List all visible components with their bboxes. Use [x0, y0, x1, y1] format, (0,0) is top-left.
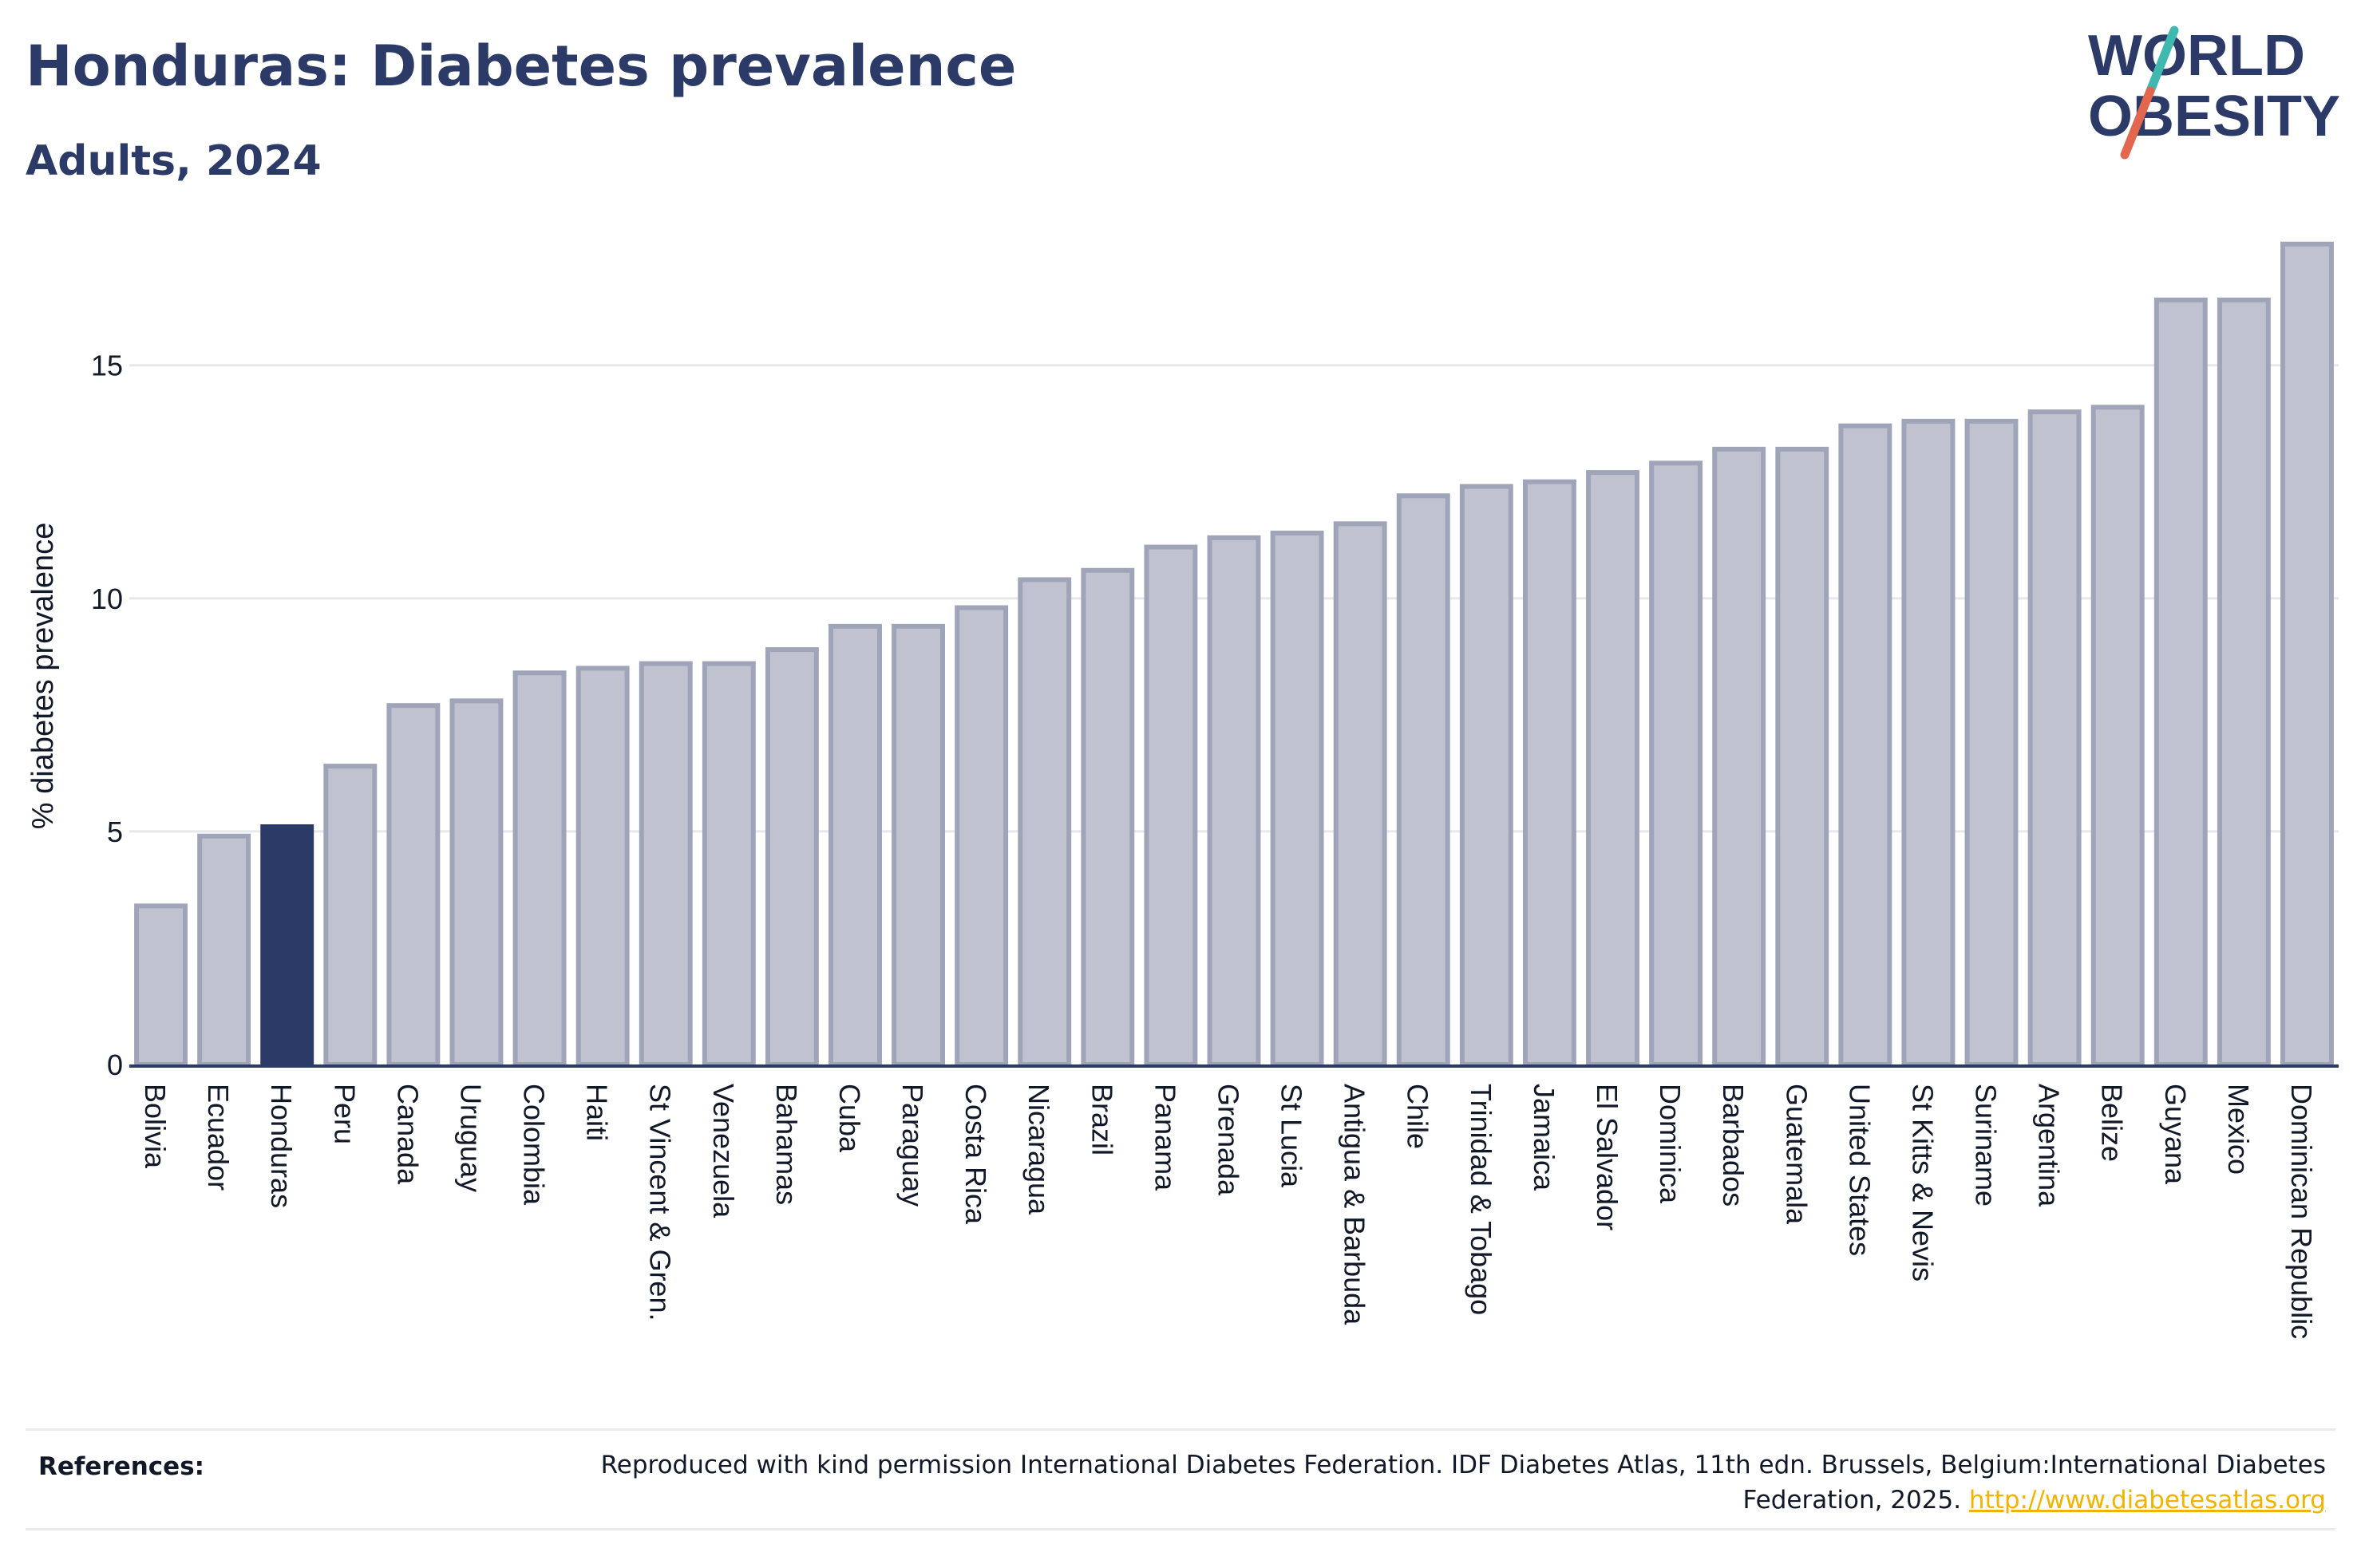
x-tick-label: Belize [2096, 1084, 2129, 1162]
bar-st-kitts-nevis [1901, 418, 1956, 1067]
bar-ecuador [197, 833, 251, 1068]
x-tick-label: Chile [1402, 1084, 1434, 1149]
references-divider-top [26, 1428, 2335, 1431]
bar-brazil [1081, 567, 1135, 1067]
bar-grenada [1207, 535, 1261, 1067]
x-tick-label: Uruguay [454, 1084, 487, 1192]
bar-chart: 0 5 10 15 Bolivia Ecuador Honduras Peru Canada Ur… [26, 241, 2339, 1339]
y-tick-label: 15 [91, 350, 123, 382]
bar-colombia [512, 670, 567, 1067]
x-tick-label: Panama [1149, 1084, 1181, 1191]
references-text: Reproduced with kind permission Internat… [570, 1448, 2326, 1518]
x-tick-label: Trinidad & Tobago [1465, 1084, 1497, 1315]
x-tick-label: Argentina [2033, 1084, 2066, 1207]
x-tick-label: Bolivia [139, 1084, 172, 1169]
x-tick-label: Venezuela [707, 1084, 740, 1218]
x-tick-label: St Vincent & Gren. [644, 1084, 677, 1321]
y-tick-label: 10 [91, 583, 123, 615]
bar-antigua-barbuda [1333, 521, 1387, 1067]
x-tick-label: Guatemala [1780, 1084, 1813, 1225]
x-tick-label: St Kitts & Nevis [1906, 1084, 1939, 1282]
bar-peru [323, 764, 378, 1067]
bar-panama [1144, 544, 1198, 1067]
bar-st-lucia [1270, 531, 1324, 1067]
x-tick-label: Jamaica [1528, 1084, 1560, 1191]
labels-layer: 0 5 10 15 Bolivia Ecuador Honduras Peru Canada Ur… [91, 350, 2318, 1339]
x-tick-label: Ecuador [202, 1084, 235, 1191]
bar-venezuela [702, 661, 756, 1067]
x-tick-label: Bahamas [770, 1084, 803, 1205]
references-link[interactable]: http://www.diabetesatlas.org [1968, 1486, 2326, 1515]
x-tick-label: Dominican Republic [2285, 1084, 2318, 1339]
bar-guyana [2153, 297, 2208, 1068]
x-tick-label: Costa Rica [959, 1084, 992, 1225]
bar-dominican-republic [2280, 241, 2334, 1067]
x-tick-label: Antigua & Barbuda [1339, 1084, 1371, 1325]
x-tick-label: Paraguay [896, 1084, 929, 1207]
bar-chile [1396, 493, 1450, 1067]
x-tick-label: United States [1843, 1084, 1876, 1256]
x-tick-label: Nicaragua [1022, 1084, 1055, 1215]
x-tick-label: El Salvador [1591, 1084, 1623, 1230]
x-tick-label: St Lucia [1275, 1084, 1308, 1188]
bar-st-vincent-gren- [639, 661, 693, 1067]
y-tick-label: 0 [107, 1049, 123, 1081]
bar-cuba [829, 623, 882, 1067]
bar-trinidad-tobago [1459, 484, 1513, 1067]
x-tick-label: Mexico [2222, 1084, 2255, 1175]
references-citation: Reproduced with kind permission Internat… [600, 1451, 2326, 1515]
x-tick-label: Brazil [1086, 1084, 1118, 1155]
bar-bolivia [134, 903, 188, 1068]
bar-uruguay [449, 698, 504, 1067]
bar-jamaica [1522, 479, 1576, 1067]
bar-costa-rica [955, 605, 1009, 1067]
bar-el-salvador [1586, 470, 1639, 1067]
chart-subtitle: Adults, 2024 [26, 137, 322, 185]
logo-line1: WORLD [2088, 24, 2305, 88]
x-tick-label: Honduras [265, 1084, 298, 1208]
bar-paraguay [892, 623, 946, 1067]
y-tick-label: 5 [107, 816, 123, 848]
x-tick-label: Colombia [518, 1084, 551, 1206]
logo-slash-top [2145, 26, 2179, 96]
bar-canada [386, 703, 441, 1067]
x-tick-label: Peru [328, 1084, 361, 1144]
bar-barbados [1712, 446, 1766, 1067]
logo-slash-bottom [2120, 86, 2155, 160]
x-tick-label: Grenada [1212, 1084, 1244, 1196]
x-tick-label: Dominica [1654, 1084, 1687, 1204]
x-tick-label: Barbados [1717, 1084, 1750, 1207]
references-label: References: [38, 1452, 205, 1481]
bars-layer [134, 241, 2334, 1068]
bar-honduras [260, 824, 314, 1067]
bar-bahamas [765, 647, 819, 1067]
world-obesity-logo: WORLD OBESITY [2088, 24, 2340, 160]
bar-guatemala [1775, 446, 1829, 1067]
bar-argentina [2027, 409, 2082, 1067]
bar-mexico [2217, 297, 2271, 1068]
x-tick-label: Canada [391, 1084, 424, 1185]
chart-title: Honduras: Diabetes prevalence [26, 34, 1017, 99]
bar-nicaragua [1018, 577, 1072, 1067]
y-axis-label: % diabetes prevalence [26, 523, 60, 829]
bar-united-states [1838, 423, 1892, 1067]
x-tick-label: Haiti [581, 1084, 614, 1141]
references-divider-bottom [26, 1528, 2335, 1530]
bar-belize [2090, 405, 2145, 1067]
x-tick-label: Guyana [2159, 1084, 2192, 1185]
x-tick-label: Suriname [1970, 1084, 2003, 1207]
x-tick-label: Cuba [833, 1084, 866, 1153]
bar-dominica [1649, 460, 1703, 1067]
bar-haiti [575, 666, 630, 1068]
bar-suriname [1964, 418, 2019, 1067]
